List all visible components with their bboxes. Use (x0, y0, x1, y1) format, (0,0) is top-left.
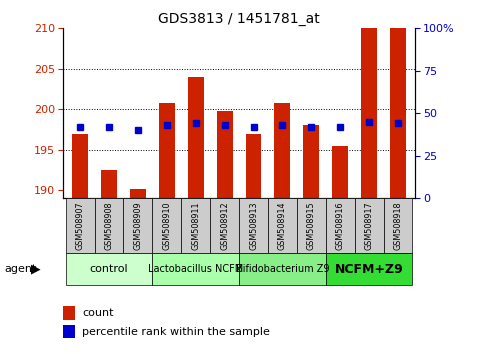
Bar (152, 253, 239, 285)
Bar (130, 189, 146, 198)
Bar (217, 111, 233, 198)
Text: Lactobacillus NCFM: Lactobacillus NCFM (148, 264, 243, 274)
Bar (245, 133, 261, 198)
Bar (95, 198, 124, 253)
Bar (124, 198, 152, 253)
Text: GSM508913: GSM508913 (249, 201, 258, 250)
Text: GSM508917: GSM508917 (365, 201, 374, 250)
Bar (332, 145, 348, 198)
Text: percentile rank within the sample: percentile rank within the sample (82, 326, 270, 337)
Text: GSM508914: GSM508914 (278, 201, 287, 250)
Bar (210, 198, 239, 253)
Bar (384, 198, 412, 253)
Title: GDS3813 / 1451781_at: GDS3813 / 1451781_at (158, 12, 320, 26)
Bar (326, 253, 412, 285)
Bar (63, 306, 75, 320)
Text: GSM508918: GSM508918 (394, 201, 402, 250)
Text: GSM508912: GSM508912 (220, 201, 229, 250)
Bar (303, 125, 319, 198)
Text: NCFM+Z9: NCFM+Z9 (335, 263, 403, 275)
Text: GSM508916: GSM508916 (336, 201, 345, 250)
Bar (361, 28, 377, 198)
Text: count: count (82, 308, 114, 318)
Text: GSM508907: GSM508907 (76, 201, 85, 250)
Bar (274, 103, 290, 198)
Bar (66, 198, 95, 253)
Text: GSM508908: GSM508908 (104, 201, 114, 250)
Text: ▶: ▶ (31, 263, 41, 275)
Text: GSM508915: GSM508915 (307, 201, 316, 250)
Bar (390, 28, 406, 198)
Bar (268, 198, 297, 253)
Bar (63, 325, 75, 338)
Bar (239, 253, 326, 285)
Bar (297, 198, 326, 253)
Text: agent: agent (5, 264, 37, 274)
Text: GSM508911: GSM508911 (191, 201, 200, 250)
Bar (326, 198, 355, 253)
Bar (159, 103, 175, 198)
Text: control: control (90, 264, 128, 274)
Bar (188, 77, 204, 198)
Text: GSM508909: GSM508909 (133, 201, 142, 250)
Bar (355, 198, 384, 253)
Bar (101, 170, 117, 198)
Bar (152, 198, 181, 253)
Bar (66, 253, 152, 285)
Text: Bifidobacterium Z9: Bifidobacterium Z9 (236, 264, 329, 274)
Bar (181, 198, 210, 253)
Text: GSM508910: GSM508910 (162, 201, 171, 250)
Bar (239, 198, 268, 253)
Bar (72, 133, 88, 198)
